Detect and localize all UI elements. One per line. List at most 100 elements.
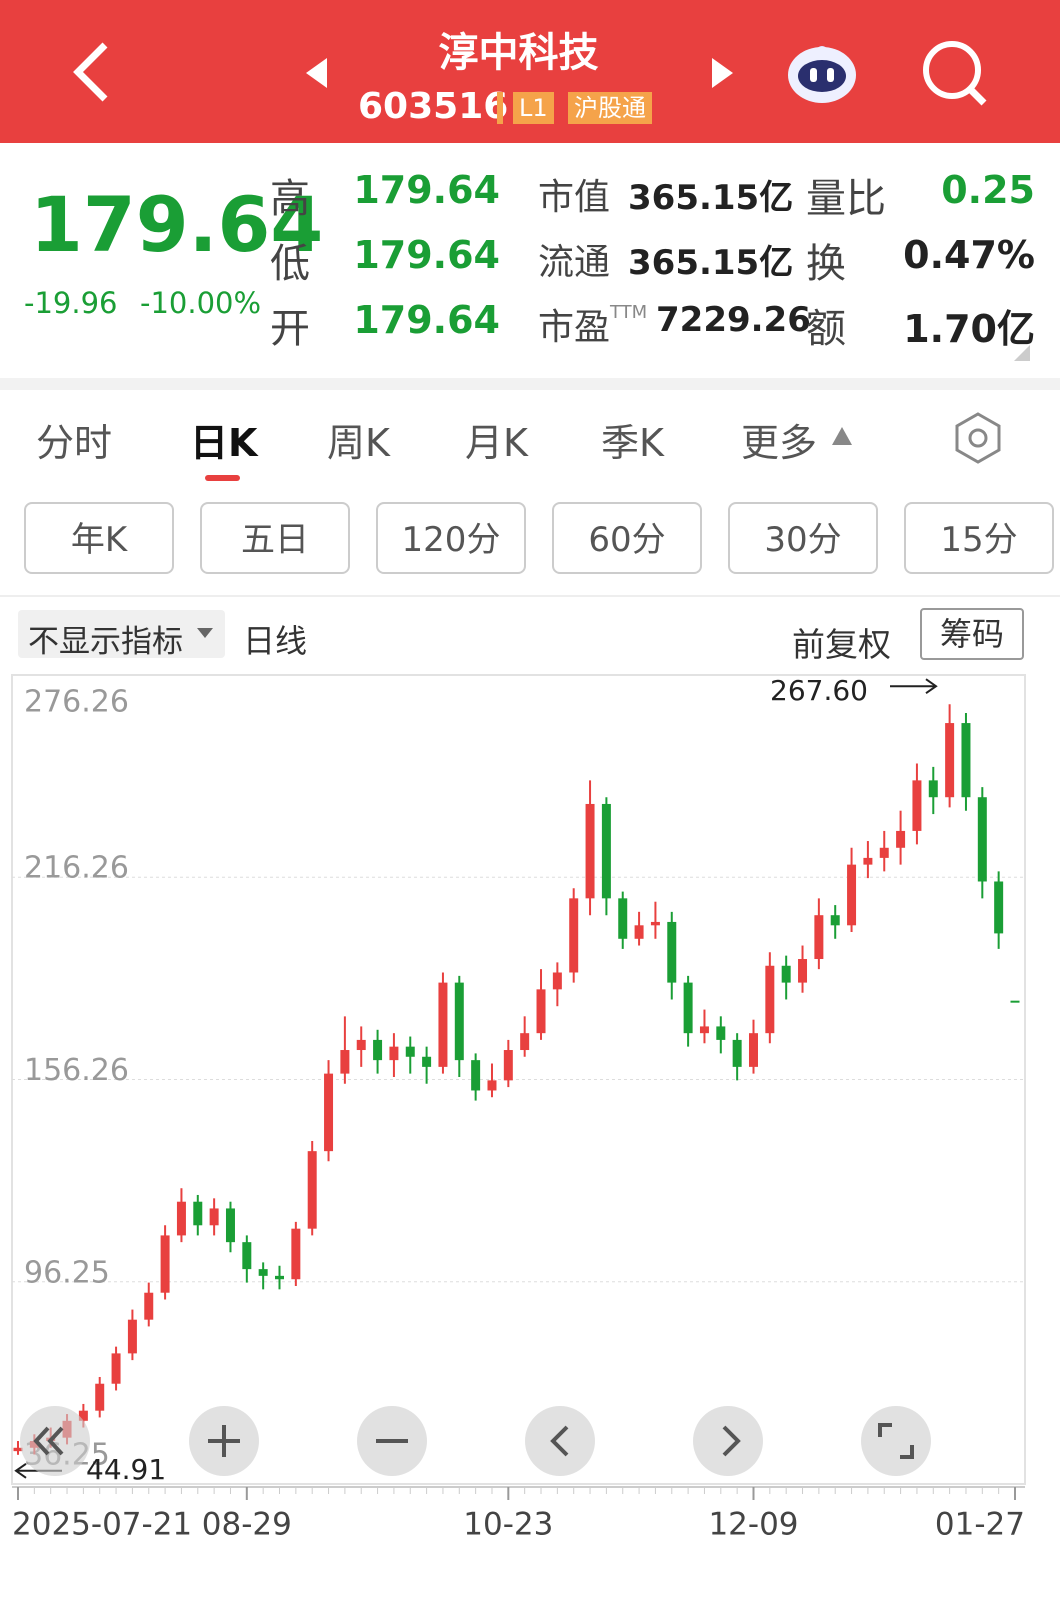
max-arrow-head [925,678,938,695]
candle-body [732,1039,742,1067]
max-label: 267.60 [770,674,868,707]
quote-value: 179.64 [353,298,500,342]
quote-label: 开 [270,306,310,352]
period-button[interactable]: 60分 [552,502,702,574]
settings-button[interactable] [950,410,1006,466]
zoom-left-end-icon [33,1426,64,1456]
tab[interactable]: 月K [465,421,528,465]
chips-button[interactable]: 筹码 [920,608,1024,660]
candle-body [896,830,906,848]
candle-body [176,1201,186,1236]
period-button[interactable]: 五日 [200,502,350,574]
scroll-right[interactable] [693,1406,763,1476]
x-tick-label: 10-23 [463,1507,553,1543]
candle-body [225,1208,235,1243]
quote-value: 179.64 [353,233,500,277]
period-button[interactable]: 30分 [728,502,878,574]
period-button[interactable]: 年K [24,502,174,574]
candle-body [356,1039,366,1051]
candle-body [438,982,448,1067]
candle-body [912,780,922,831]
quote-label: 低 [270,241,310,287]
expand-corner[interactable] [1012,345,1032,363]
tab[interactable]: 季K [601,421,664,465]
candle-body [945,723,955,798]
x-tick-label: 2025-07-21 [12,1507,192,1543]
candle-body [340,1050,350,1074]
y-tick-label: 156.26 [24,1053,129,1088]
x-tick-label: 01-27 [935,1507,1025,1543]
candle-body [405,1046,415,1057]
badge-divider [497,92,503,124]
next-stock[interactable] [712,58,733,88]
stock-name: 淳中科技 [438,30,599,76]
candle-body [585,803,595,899]
candle-body [716,1026,726,1040]
candle-body [389,1046,399,1061]
candle-body [95,1383,105,1411]
quote-label-sup: TTM [610,302,648,323]
header-icons [73,41,987,106]
candle-body [847,864,857,926]
candle-body [78,1410,88,1421]
candle-body [242,1242,252,1270]
fullscreen[interactable] [861,1406,931,1476]
adjust-button[interactable]: 前复权 [792,625,891,664]
back-button[interactable] [73,42,108,102]
candle-body [798,959,808,983]
quote-value: 365.15亿 [628,243,794,283]
period-button[interactable]: 120分 [376,502,526,574]
stock-code: 603516 [358,86,509,127]
candle-body [765,965,775,1034]
quote-value: 365.15亿 [628,178,794,218]
quote-label: 流通 [538,242,611,283]
badge: L1 [513,92,554,124]
candle-body [977,797,987,882]
candle-body [258,1269,268,1276]
quote-label: 换 [806,241,846,287]
y-tick-label: 276.26 [24,685,129,720]
tab[interactable]: 分时 [36,421,113,465]
period-button[interactable]: 15分 [904,502,1054,574]
search-button[interactable] [923,41,987,106]
min-label: 44.91 [86,1453,166,1486]
candle-body [552,972,562,990]
indicator-text: 不显示指标 [28,624,183,660]
candle-body [683,982,693,1034]
candle-body [193,1201,203,1226]
zoom-left-end[interactable] [20,1406,90,1476]
candle-body [209,1208,219,1226]
min-arrow-head [14,1462,27,1479]
indicator-select[interactable] [18,610,225,658]
candle-body [961,723,971,798]
fullscreen-icon [878,1423,914,1459]
candle-body [699,1026,709,1034]
more-arrow[interactable] [830,425,854,447]
header: 淳中科技 603516 L1 沪股通 [0,0,1060,143]
tab[interactable]: 更多 [741,421,818,465]
scroll-left[interactable] [525,1406,595,1476]
price: 179.64 [30,180,324,269]
quote-value: 1.70亿 [903,307,1035,351]
robot-icon[interactable] [788,46,856,103]
candle-body [536,989,546,1034]
quote-label: 市盈 [538,307,611,348]
candle-body [863,857,873,865]
prev-stock[interactable] [306,58,327,88]
tab[interactable]: 日K [190,421,258,465]
quote-label: 市值 [538,177,611,218]
scroll-left-icon [550,1425,569,1457]
badge: 沪股通 [568,92,652,124]
candle-body [618,898,628,939]
candle-body [634,925,644,939]
candle-body [275,1275,285,1280]
x-tick-label: 08-29 [202,1507,292,1543]
candle-body [291,1228,301,1280]
scroll-right-icon [722,1425,741,1457]
quote-label: 额 [806,306,846,352]
quote-value: 0.25 [941,168,1035,212]
candle-body [324,1073,334,1152]
tab[interactable]: 周K [327,421,390,465]
dropdown-arrow [197,628,213,638]
